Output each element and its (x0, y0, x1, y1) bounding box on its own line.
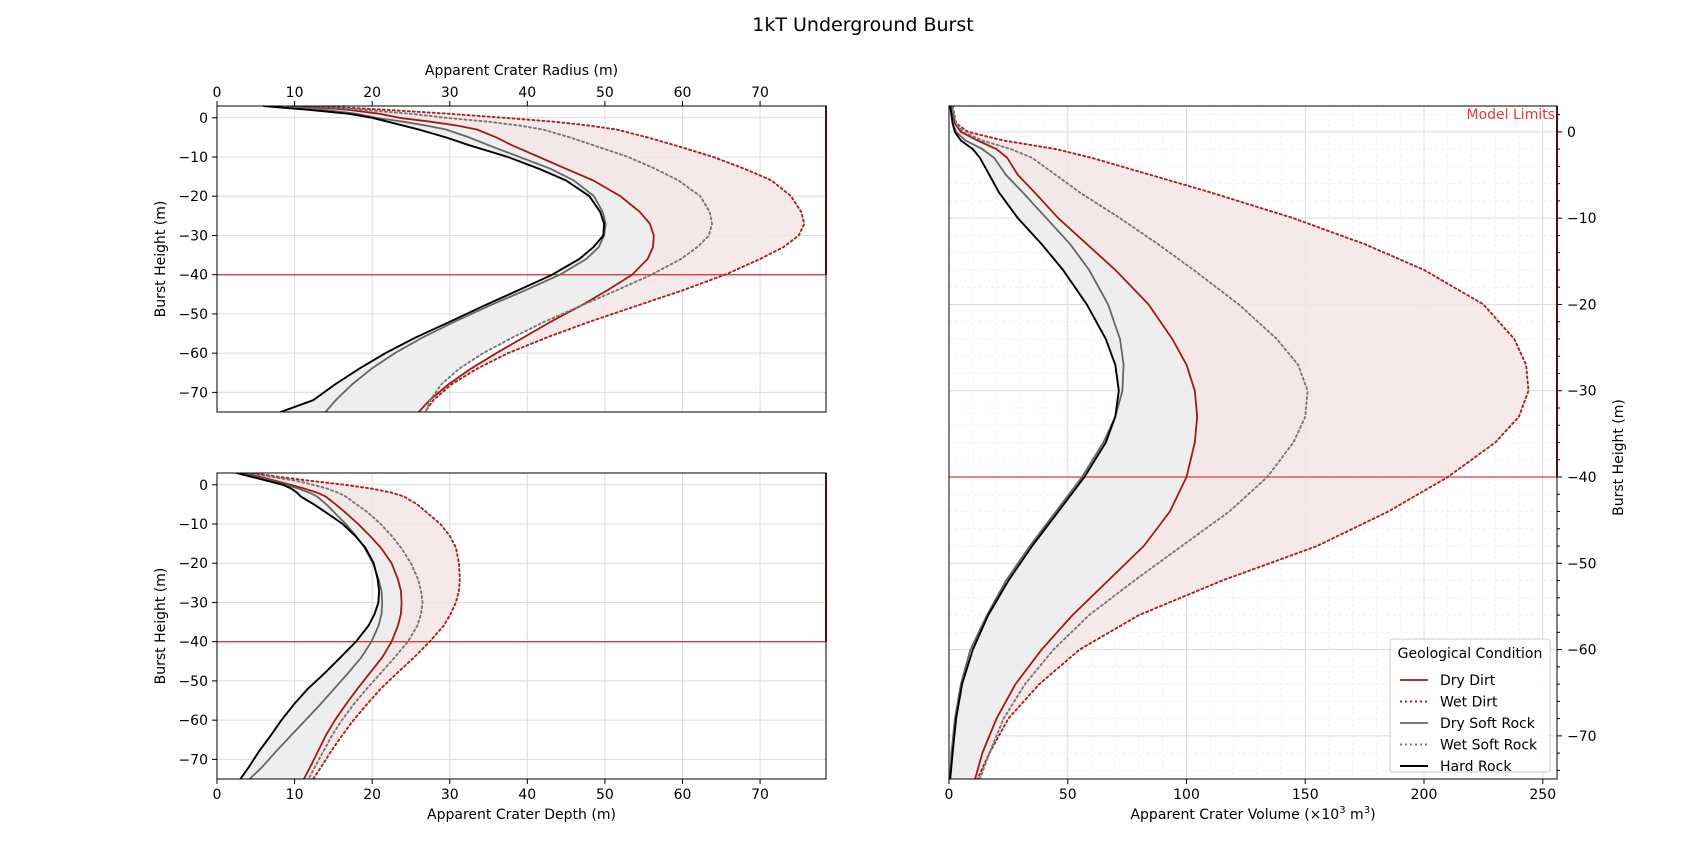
y-tick-label: −10 (1567, 211, 1597, 227)
chart-panel-depth: 0 10 20 30 40 50 60 70 0 −10 −20 −30 −40 −50 −60 −70 App… (153, 472, 827, 823)
x-tick-label: 30 (441, 787, 459, 803)
y-axis-label: Burst Height (m) (1611, 399, 1627, 516)
y-tick-label: −70 (178, 752, 208, 768)
series-line-hard-rock (949, 106, 1120, 779)
y-tick-label: −70 (178, 385, 208, 401)
legend-title: Geological Condition (1398, 646, 1543, 662)
x-axis-label-text: Apparent Crater Volume (×10 (1130, 807, 1339, 823)
y-tick-label: 0 (1567, 125, 1576, 141)
series-line-wet-soft-rock (247, 473, 424, 779)
x-axis-label: Apparent Crater Volume (×103 m3) (1130, 805, 1375, 823)
plot-area (217, 473, 826, 779)
dirt-range-band (244, 473, 460, 779)
y-tick-label: −30 (178, 595, 208, 611)
x-axis-label: Apparent Crater Radius (m) (425, 63, 618, 79)
x-tick-label: 60 (674, 787, 692, 803)
y-tick-label: −30 (1567, 384, 1597, 400)
y-tick-label: −50 (1567, 556, 1597, 572)
series-line-wet-dirt (316, 106, 806, 412)
x-tick-label: 20 (363, 85, 381, 101)
y-tick-label: −20 (178, 556, 208, 572)
series-line-wet-soft-rock (950, 106, 1309, 779)
series-line-dry-soft-rock (949, 106, 1125, 779)
y-tick-label: 0 (199, 111, 208, 127)
series-line-wet-dirt (951, 106, 1530, 779)
axes-frame (216, 472, 827, 780)
chart-panel-volume: 0 50 100 150 200 250 0 −10 −20 −30 −40 −50 −60 −70 App… (945, 105, 1627, 823)
y-tick-label: −70 (1567, 729, 1597, 745)
plot-area (217, 106, 826, 412)
legend-label-wet-dirt: Wet Dirt (1440, 695, 1498, 711)
plot-area (949, 106, 1557, 779)
legend-box (1389, 638, 1551, 773)
y-axis-label: Burst Height (m) (153, 568, 169, 685)
y-tick-label: −10 (178, 150, 208, 166)
series-line-wet-soft-rock (309, 106, 713, 412)
y-tick-label: −40 (178, 635, 208, 651)
x-tick-label: 60 (674, 85, 692, 101)
x-tick-label: 40 (518, 787, 536, 803)
x-tick-label: 250 (1529, 787, 1556, 803)
x-tick-label: 50 (596, 787, 614, 803)
x-tick-label: 10 (286, 787, 304, 803)
dirt-range-band (951, 106, 1529, 779)
y-tick-label: −30 (178, 228, 208, 244)
series-line-wet-dirt (250, 473, 461, 779)
x-tick-label: 0 (945, 787, 954, 803)
x-axis-label-end: ) (1370, 807, 1375, 823)
y-tick-label: −60 (1567, 643, 1597, 659)
x-axis-label-sup: 3 (1339, 805, 1345, 816)
rock-range-band (950, 106, 1308, 779)
legend: Geological Condition Dry Dirt Wet Dirt Dry … (1389, 638, 1551, 775)
x-tick-label: 0 (213, 85, 222, 101)
x-tick-label: 100 (1173, 787, 1200, 803)
x-tick-label: 200 (1411, 787, 1438, 803)
x-tick-label: 20 (363, 787, 381, 803)
x-tick-label: 70 (751, 787, 769, 803)
x-tick-label: 50 (1059, 787, 1077, 803)
dirt-range-band (302, 106, 805, 412)
y-tick-label: −20 (1567, 297, 1597, 313)
legend-label-dry-soft-rock: Dry Soft Rock (1440, 716, 1536, 732)
series-line-dry-dirt (243, 473, 403, 779)
series-line-hard-rock (235, 473, 381, 779)
series-line-dry-dirt (950, 106, 1199, 779)
x-axis-label-sup: 3 (1364, 805, 1370, 816)
series-line-hard-rock (262, 106, 606, 412)
legend-label-dry-dirt: Dry Dirt (1440, 673, 1496, 689)
legend-label-hard-rock: Hard Rock (1440, 759, 1512, 775)
x-tick-label: 30 (441, 85, 459, 101)
x-tick-label: 50 (596, 85, 614, 101)
series-line-dry-soft-rock (239, 473, 384, 779)
y-tick-label: −60 (178, 713, 208, 729)
series-line-dry-dirt (301, 106, 655, 412)
y-axis-label: Burst Height (m) (153, 201, 169, 318)
y-tick-label: −60 (178, 346, 208, 362)
y-tick-label: −40 (1567, 470, 1597, 486)
x-tick-label: 40 (518, 85, 536, 101)
model-limits-annotation: Model Limits (1467, 107, 1555, 123)
rock-range-band (236, 473, 423, 779)
y-tick-label: 0 (199, 478, 208, 494)
axes-frame (216, 105, 827, 413)
x-tick-label: 10 (286, 85, 304, 101)
x-tick-label: 0 (213, 787, 222, 803)
y-tick-label: −20 (178, 189, 208, 205)
legend-label-wet-soft-rock: Wet Soft Rock (1440, 738, 1538, 754)
series-line-dry-soft-rock (285, 106, 607, 412)
x-axis-label-unit: m (1346, 807, 1364, 823)
x-tick-label: 150 (1292, 787, 1319, 803)
x-axis-label: Apparent Crater Depth (m) (427, 807, 616, 823)
y-tick-label: −10 (178, 517, 208, 533)
figure-title: 1kT Underground Burst (752, 14, 973, 36)
y-tick-label: −50 (178, 307, 208, 323)
chart-panel-radius: 0 10 20 30 40 50 60 70 0 −10 −20 −30 −40 −50 −60 −70 App… (153, 63, 827, 413)
y-tick-label: −50 (178, 674, 208, 690)
x-tick-label: 70 (751, 85, 769, 101)
y-tick-label: −40 (178, 268, 208, 284)
